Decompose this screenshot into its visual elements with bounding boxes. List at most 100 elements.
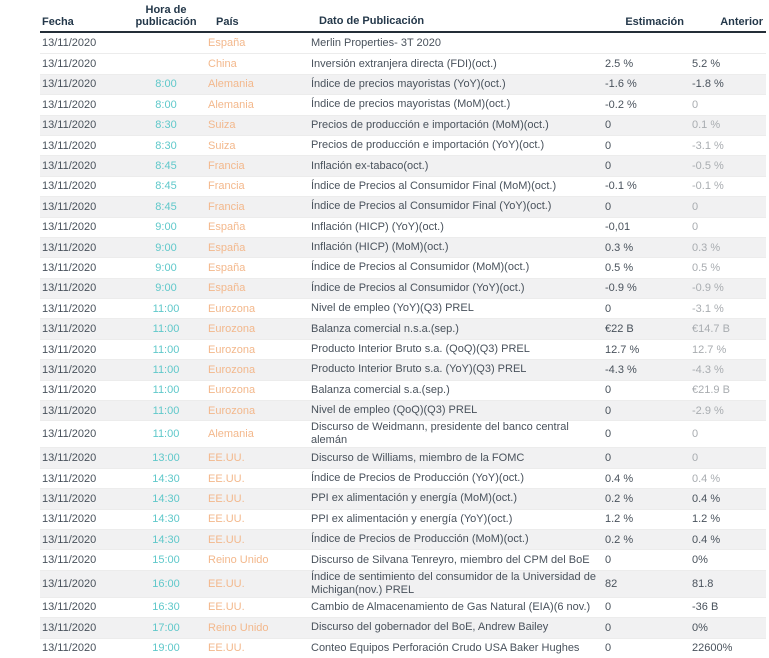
cell-fecha: 13/11/2020 — [42, 452, 97, 465]
cell-fecha: 13/11/2020 — [42, 323, 97, 336]
cell-fecha: 13/11/2020 — [42, 513, 97, 526]
column-header-anterior: Anterior — [720, 16, 763, 28]
table-body: 13/11/2020 España Merlin Properties- 3T … — [0, 33, 769, 658]
cell-hora: 15:00 — [152, 554, 180, 567]
cell-hora: 9:00 — [155, 282, 177, 295]
cell-pais: Eurozona — [208, 302, 256, 315]
cell-dato: Inflación (HICP) (MoM)(oct.) — [311, 241, 449, 254]
table-row: 13/11/2020 China Inversión extranjera di… — [40, 53, 766, 73]
cell-hora: 13:00 — [152, 452, 180, 465]
cell-hora: 14:30 — [152, 533, 180, 546]
table-row: 13/11/2020 8:00 Alemania Índice de preci… — [40, 94, 766, 114]
cell-pais: Reino Unido — [208, 621, 269, 634]
table-row: 13/11/2020 11:00 Eurozona Balanza comerc… — [40, 379, 766, 400]
cell-dato: Cambio de Almacenamiento de Gas Natural … — [311, 600, 591, 613]
cell-hora: 9:00 — [155, 261, 177, 274]
cell-estimacion: 12.7 % — [605, 343, 640, 356]
cell-estimacion: 0 — [605, 601, 612, 614]
cell-fecha: 13/11/2020 — [42, 492, 97, 505]
cell-estimacion: 0 — [605, 384, 612, 397]
table-row: 13/11/2020 8:45 Francia Índice de Precio… — [40, 175, 766, 196]
cell-pais: EE.UU. — [208, 533, 245, 546]
table-row: 13/11/2020 9:00 España Inflación (HICP) … — [40, 216, 766, 237]
cell-pais: Francia — [208, 200, 245, 213]
cell-dato: Balanza comercial s.a.(sep.) — [311, 383, 450, 396]
cell-pais: EE.UU. — [208, 642, 245, 655]
cell-hora: 8:45 — [155, 200, 177, 213]
cell-pais: EE.UU. — [208, 601, 245, 614]
table-row: 13/11/2020 9:00 España Índice de Precios… — [40, 257, 766, 277]
column-header-hora: Hora de publicación — [135, 4, 197, 28]
cell-estimacion: 0 — [605, 554, 612, 567]
cell-anterior: 0.4 % — [692, 492, 721, 505]
table-row: 13/11/2020 14:30 EE.UU. PPI ex alimentac… — [40, 508, 766, 529]
cell-dato: Índice de Precios al Consumidor Final (M… — [311, 179, 557, 192]
cell-dato: Índice de Precios al Consumidor (MoM)(oc… — [311, 261, 530, 274]
cell-anterior: 12.7 % — [692, 343, 727, 356]
cell-hora: 8:30 — [155, 119, 177, 132]
cell-anterior: 0 — [692, 428, 699, 441]
cell-pais: Eurozona — [208, 363, 256, 376]
cell-anterior: -1.8 % — [692, 78, 724, 91]
cell-pais: Reino Unido — [208, 554, 269, 567]
cell-fecha: 13/11/2020 — [42, 577, 97, 590]
cell-fecha: 13/11/2020 — [42, 384, 97, 397]
table-row: 13/11/2020 16:00 EE.UU. Índice de sentim… — [40, 569, 766, 597]
cell-fecha: 13/11/2020 — [42, 241, 97, 254]
cell-fecha: 13/11/2020 — [42, 428, 97, 441]
cell-anterior: -0.9 % — [692, 282, 724, 295]
cell-anterior: -0.5 % — [692, 160, 724, 173]
table-row: 13/11/2020 14:30 EE.UU. Índice de Precio… — [40, 528, 766, 550]
cell-anterior: -4.3 % — [692, 363, 724, 376]
cell-fecha: 13/11/2020 — [42, 180, 97, 193]
cell-dato: Índice de precios mayoristas (MoM)(oct.) — [311, 98, 511, 111]
cell-anterior: 5.2 % — [692, 58, 721, 71]
cell-anterior: 0.3 % — [692, 241, 721, 254]
cell-dato: Precios de producción e importación (YoY… — [311, 139, 545, 152]
cell-anterior: 81.8 — [692, 577, 714, 590]
cell-dato: Índice de Precios al Consumidor (YoY)(oc… — [311, 281, 525, 294]
cell-anterior: €14.7 B — [692, 323, 730, 336]
cell-fecha: 13/11/2020 — [42, 343, 97, 356]
cell-dato: Balanza comercial n.s.a.(sep.) — [311, 322, 459, 335]
cell-anterior: 1.2 % — [692, 513, 721, 526]
cell-estimacion: 0.5 % — [605, 261, 634, 274]
cell-hora: 11:00 — [152, 343, 180, 356]
cell-pais: Francia — [208, 180, 245, 193]
cell-pais: EE.UU. — [208, 492, 245, 505]
cell-pais: España — [208, 241, 246, 254]
table-row: 13/11/2020 8:30 Suiza Precios de producc… — [40, 134, 766, 155]
cell-estimacion: 0.2 % — [605, 533, 634, 546]
cell-fecha: 13/11/2020 — [42, 200, 97, 213]
table-row: 13/11/2020 8:00 Alemania Índice de preci… — [40, 73, 766, 95]
cell-dato: Discurso de Williams, miembro de la FOMC — [311, 451, 525, 464]
cell-estimacion: 0.2 % — [605, 492, 634, 505]
cell-anterior: 0 — [692, 452, 699, 465]
table-row: 13/11/2020 9:00 España Inflación (HICP) … — [40, 236, 766, 258]
cell-anterior: 0 — [692, 221, 699, 234]
cell-pais: EE.UU. — [208, 452, 245, 465]
cell-fecha: 13/11/2020 — [42, 119, 97, 132]
cell-estimacion: 0 — [605, 621, 612, 634]
table-row: 13/11/2020 16:30 EE.UU. Cambio de Almace… — [40, 596, 766, 617]
cell-pais: Suiza — [208, 119, 236, 132]
table-row: 13/11/2020 19:00 EE.UU. Conteo Equipos P… — [40, 637, 766, 658]
column-header-fecha: Fecha — [42, 16, 74, 28]
cell-dato: Merlin Properties- 3T 2020 — [311, 36, 442, 49]
cell-fecha: 13/11/2020 — [42, 621, 97, 634]
cell-estimacion: 0.3 % — [605, 241, 634, 254]
cell-pais: España — [208, 282, 246, 295]
cell-estimacion: 2.5 % — [605, 58, 634, 71]
table-row: 13/11/2020 9:00 España Índice de Precios… — [40, 277, 766, 299]
cell-estimacion: 0 — [605, 302, 612, 315]
cell-hora: 11:00 — [152, 428, 180, 441]
cell-hora: 8:45 — [155, 160, 177, 173]
cell-dato: Discurso de Weidmann, presidente del ban… — [311, 421, 569, 447]
cell-pais: EE.UU. — [208, 472, 245, 485]
cell-pais: EE.UU. — [208, 577, 245, 590]
cell-dato: Discurso del gobernador del BoE, Andrew … — [311, 621, 549, 634]
table-row: 13/11/2020 17:00 Reino Unido Discurso de… — [40, 617, 766, 638]
cell-anterior: 0.4 % — [692, 472, 721, 485]
cell-anterior: -2.9 % — [692, 404, 724, 417]
cell-pais: Alemania — [208, 98, 254, 111]
